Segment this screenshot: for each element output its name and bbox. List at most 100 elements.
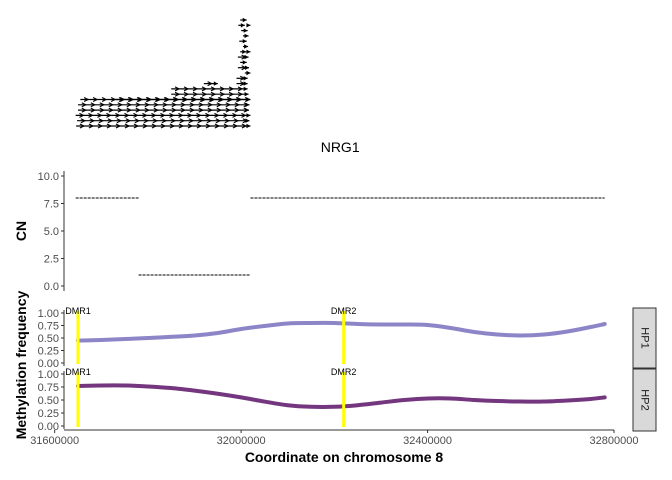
x-tick-label: 32800000 <box>590 435 639 447</box>
strand-arrow <box>163 97 170 102</box>
x-axis-ticks: 31600000 32000000 32400000 32800000 <box>30 430 638 447</box>
cn-tick-label: 2.5 <box>44 254 59 266</box>
strand-arrow <box>188 118 195 124</box>
strand-arrow <box>207 107 214 113</box>
transcript <box>246 49 251 54</box>
transcript-end-arrow <box>244 54 249 60</box>
transcript <box>240 60 247 65</box>
strand-arrow <box>88 112 94 118</box>
strand-arrow <box>145 97 152 102</box>
methylation-panel: 0.000.250.500.751.00 DMR1 DMR2HP10.000.250… <box>13 291 657 465</box>
strand-arrow <box>205 112 211 118</box>
strand-arrow <box>189 102 196 108</box>
strand-arrow <box>160 112 166 118</box>
strand-arrow <box>233 118 240 124</box>
strand-arrow <box>90 102 97 108</box>
methylation-line-hp2 <box>75 383 607 409</box>
transcript-end-arrow <box>213 81 218 86</box>
transcript <box>115 97 251 102</box>
strand-arrow <box>89 118 96 124</box>
strand-arrow <box>187 123 194 129</box>
strand-arrow <box>116 118 123 124</box>
strand-arrow <box>126 102 133 108</box>
methylation-tick-label: 0.75 <box>38 382 59 394</box>
strand-arrow <box>225 107 232 113</box>
cn-segments <box>75 197 605 276</box>
transcript-end-arrow <box>242 17 247 23</box>
strand-arrow <box>180 102 187 108</box>
gene-track-panel: NRG1 <box>75 17 360 155</box>
strand-arrow <box>172 97 179 102</box>
strand-arrow <box>192 86 199 92</box>
x-axis-title: Coordinate on chromosome 8 <box>245 449 444 465</box>
strand-arrow <box>241 123 248 129</box>
strand-arrow <box>198 102 205 108</box>
methylation-tick-label: 0.00 <box>38 358 59 370</box>
strand-arrow <box>161 118 168 124</box>
transcript <box>77 102 250 108</box>
strand-arrow <box>180 107 187 113</box>
methylation-tick-label: 0.75 <box>38 321 59 333</box>
transcript-end-arrow <box>243 28 248 33</box>
strand-arrow <box>223 112 229 118</box>
transcript <box>236 81 248 87</box>
strand-arrow <box>144 107 151 113</box>
strand-arrow <box>178 123 185 129</box>
strand-arrow <box>153 107 160 113</box>
methylation-tick-label: 1.00 <box>38 308 59 320</box>
strand-arrow <box>237 91 244 97</box>
strand-arrow <box>133 123 140 129</box>
strand-arrow <box>151 112 157 118</box>
strand-arrow <box>135 107 142 113</box>
methylation-tick-label: 1.00 <box>38 369 59 381</box>
strand-arrow <box>241 112 247 118</box>
strand-arrow <box>162 102 169 108</box>
strand-arrow <box>81 102 88 108</box>
strand-arrow <box>196 112 202 118</box>
transcript-end-arrow <box>245 65 250 70</box>
transcript <box>77 118 250 124</box>
transcript <box>240 49 247 54</box>
strand-arrow <box>142 112 148 118</box>
strand-arrow <box>108 107 115 113</box>
transcript <box>77 107 250 113</box>
methylation-tick-label: 0.00 <box>38 421 59 433</box>
strand-arrow <box>223 123 230 129</box>
transcript <box>238 23 245 28</box>
strand-arrow <box>108 102 115 108</box>
strand-arrow <box>217 97 224 102</box>
transcript-end-arrow <box>243 81 248 86</box>
transcript-end-arrow <box>246 113 251 118</box>
strand-arrow <box>106 112 112 118</box>
strand-arrow <box>210 86 217 92</box>
transcript <box>244 70 251 76</box>
strand-arrow <box>118 97 125 102</box>
copy-number-panel: 0.0 2.5 5.0 7.5 10.0 CN <box>13 171 605 293</box>
strand-arrow <box>216 107 223 113</box>
gene-label: NRG1 <box>321 139 360 155</box>
strand-arrow <box>83 97 90 102</box>
strand-arrow <box>198 107 205 113</box>
strand-arrow <box>117 102 124 108</box>
strand-arrow <box>207 81 213 87</box>
transcript-end-arrow <box>242 60 247 65</box>
transcript <box>241 28 248 33</box>
strand-arrow <box>79 112 85 118</box>
strand-arrow <box>174 86 181 92</box>
strand-arrow <box>124 123 131 129</box>
transcript <box>171 86 248 92</box>
strand-arrow <box>136 97 143 102</box>
strand-arrow <box>135 102 142 108</box>
strand-arrow <box>126 107 133 113</box>
strand-arrow <box>125 118 132 124</box>
methylation-y-axis-title: Methylation frequency <box>13 291 29 440</box>
strand-arrow <box>143 118 150 124</box>
strand-arrow <box>97 123 104 129</box>
strand-arrow <box>154 97 161 102</box>
transcript-end-arrow <box>245 102 250 107</box>
methylation-facet-hp2: 0.000.250.500.751.00 DMR1 DMR2 HP2 <box>38 367 657 433</box>
transcript-end-arrow <box>246 123 251 129</box>
strand-arrow <box>169 112 175 118</box>
strand-arrow <box>101 97 108 102</box>
strand-arrow <box>190 97 197 102</box>
